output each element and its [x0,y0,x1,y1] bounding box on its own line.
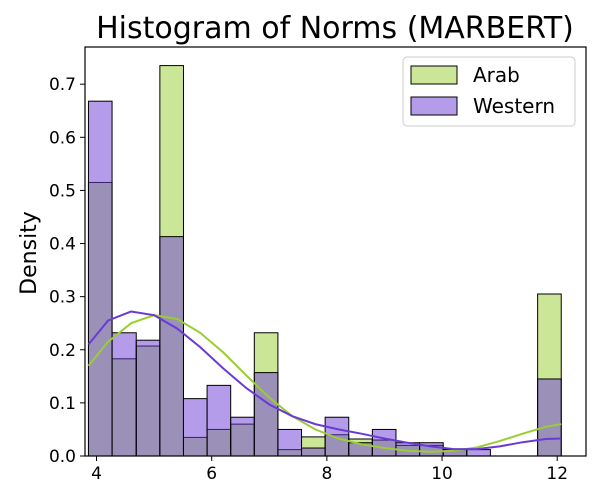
bar-western-19 [537,378,562,457]
plot-area: 0.0 0.1 0.2 0.3 0.4 0.5 0.6 0.7 4 6 8 10 12 [49,46,587,484]
x-tick-label: 6 [206,464,217,484]
legend-label-arab: Arab [473,63,520,87]
bar-western-6 [230,416,255,457]
bar-western-8 [277,428,303,457]
x-tick-label: 10 [431,464,453,484]
legend-swatch-arab [410,65,458,85]
bar-western-10 [324,416,350,457]
x-tick-label: 4 [91,464,102,484]
y-tick-label: 0.2 [49,341,76,361]
legend-swatch-western [410,96,458,116]
y-tick-label: 0.0 [49,447,76,467]
bar-western-9 [301,447,326,457]
y-tick-label: 0.7 [49,75,76,95]
y-tick-label: 0.5 [49,181,76,201]
x-tick-label: 8 [321,464,332,484]
y-tick-label: 0.1 [49,394,76,414]
chart-title: Histogram of Norms (MARBERT) [96,11,574,46]
x-tick-label: 12 [546,464,568,484]
y-tick-label: 0.6 [49,128,76,148]
axes-frame [84,46,587,457]
y-tick-label: 0.3 [49,288,76,308]
bar-western-5 [206,384,232,457]
bar-western-2 [135,339,161,457]
legend-label-western: Western [473,94,555,118]
bar-western-4 [182,398,208,457]
y-axis-label: Density [17,211,42,295]
bar-western-1 [111,332,137,457]
bar-western-3 [159,236,184,457]
kde-line-arab [87,314,562,453]
y-tick-label: 0.4 [49,235,76,255]
bar-western-0 [87,100,113,457]
kde-line-western [87,310,562,451]
bar-western-12 [371,428,397,457]
bar-western-16 [466,449,491,457]
bar-western-7 [253,372,279,457]
legend: Arab Western [402,56,576,127]
